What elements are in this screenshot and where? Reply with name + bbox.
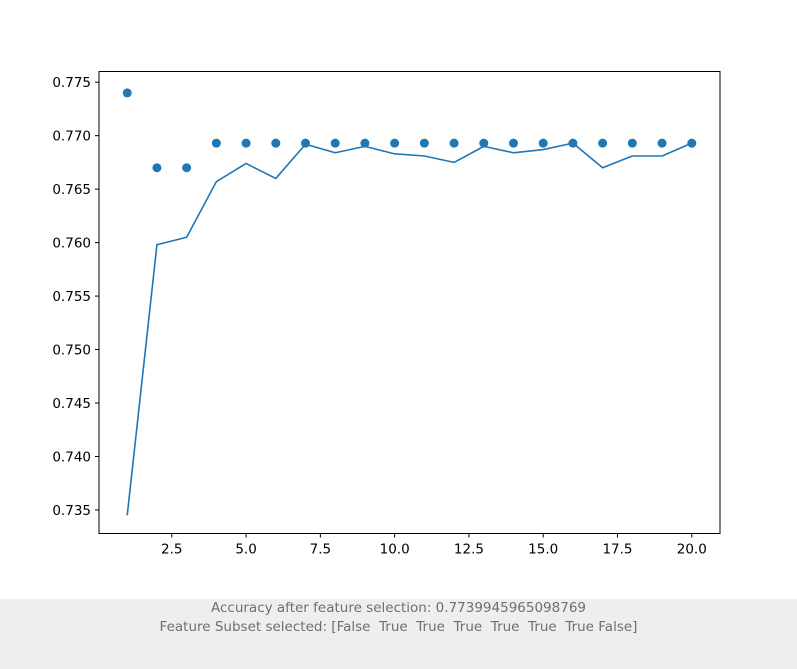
scatter-point bbox=[122, 88, 132, 98]
x-tick-label: 2.5 bbox=[161, 542, 182, 558]
scatter-point bbox=[390, 138, 400, 148]
x-tick-label: 15.0 bbox=[528, 542, 558, 558]
y-tick-label: 0.760 bbox=[52, 236, 91, 252]
x-tick-label: 5.0 bbox=[235, 542, 256, 558]
axes-frame bbox=[98, 71, 721, 534]
y-tick-label: 0.750 bbox=[52, 343, 91, 359]
scatter-point bbox=[627, 138, 637, 148]
scatter-point bbox=[360, 138, 370, 148]
scatter-point bbox=[508, 138, 518, 148]
scatter-point bbox=[271, 138, 281, 148]
y-axis: 0.735 0.740 0.745 0.750 0.755 0.760 0.765 0.770… bbox=[52, 75, 99, 519]
scatter-point bbox=[598, 138, 608, 148]
status-footer: Accuracy after feature selection: 0.7739… bbox=[0, 599, 797, 669]
x-tick-label: 7.5 bbox=[310, 542, 331, 558]
x-tick-label: 10.0 bbox=[380, 542, 410, 558]
accuracy-text: Accuracy after feature selection: 0.7739… bbox=[210, 600, 586, 616]
chart-figure: 0.735 0.740 0.745 0.750 0.755 0.760 0.765 0.770… bbox=[52, 71, 721, 558]
y-tick-label: 0.740 bbox=[52, 450, 91, 466]
x-tick-label: 12.5 bbox=[454, 542, 484, 558]
scatter-point bbox=[449, 138, 459, 148]
scatter-point bbox=[152, 163, 162, 173]
y-tick-label: 0.770 bbox=[52, 129, 91, 145]
scatter-point bbox=[479, 138, 489, 148]
scatter-point bbox=[538, 138, 548, 148]
scatter-point bbox=[568, 138, 578, 148]
x-axis: 2.5 5.0 7.5 10.0 12.5 15.0 17.5 20.0 bbox=[161, 533, 707, 558]
feature-subset-text: Feature Subset selected: [False True Tru… bbox=[159, 619, 638, 635]
y-tick-label: 0.755 bbox=[52, 289, 91, 305]
scatter-point bbox=[419, 138, 429, 148]
y-tick-label: 0.775 bbox=[52, 75, 91, 91]
x-tick-label: 17.5 bbox=[602, 542, 632, 558]
y-tick-label: 0.745 bbox=[52, 396, 91, 412]
series-line bbox=[126, 142, 693, 516]
scatter-point bbox=[182, 163, 192, 173]
x-tick-label: 20.0 bbox=[677, 542, 707, 558]
series-layer bbox=[122, 88, 697, 516]
chart-svg: 0.735 0.740 0.745 0.750 0.755 0.760 0.765 0.770… bbox=[52, 71, 721, 558]
scatter-point bbox=[301, 138, 311, 148]
scatter-point bbox=[211, 138, 221, 148]
scatter-point bbox=[657, 138, 667, 148]
scatter-point bbox=[330, 138, 340, 148]
scatter-point bbox=[687, 138, 697, 148]
y-tick-label: 0.735 bbox=[52, 503, 91, 519]
y-tick-label: 0.765 bbox=[52, 182, 91, 198]
scatter-point bbox=[241, 138, 251, 148]
